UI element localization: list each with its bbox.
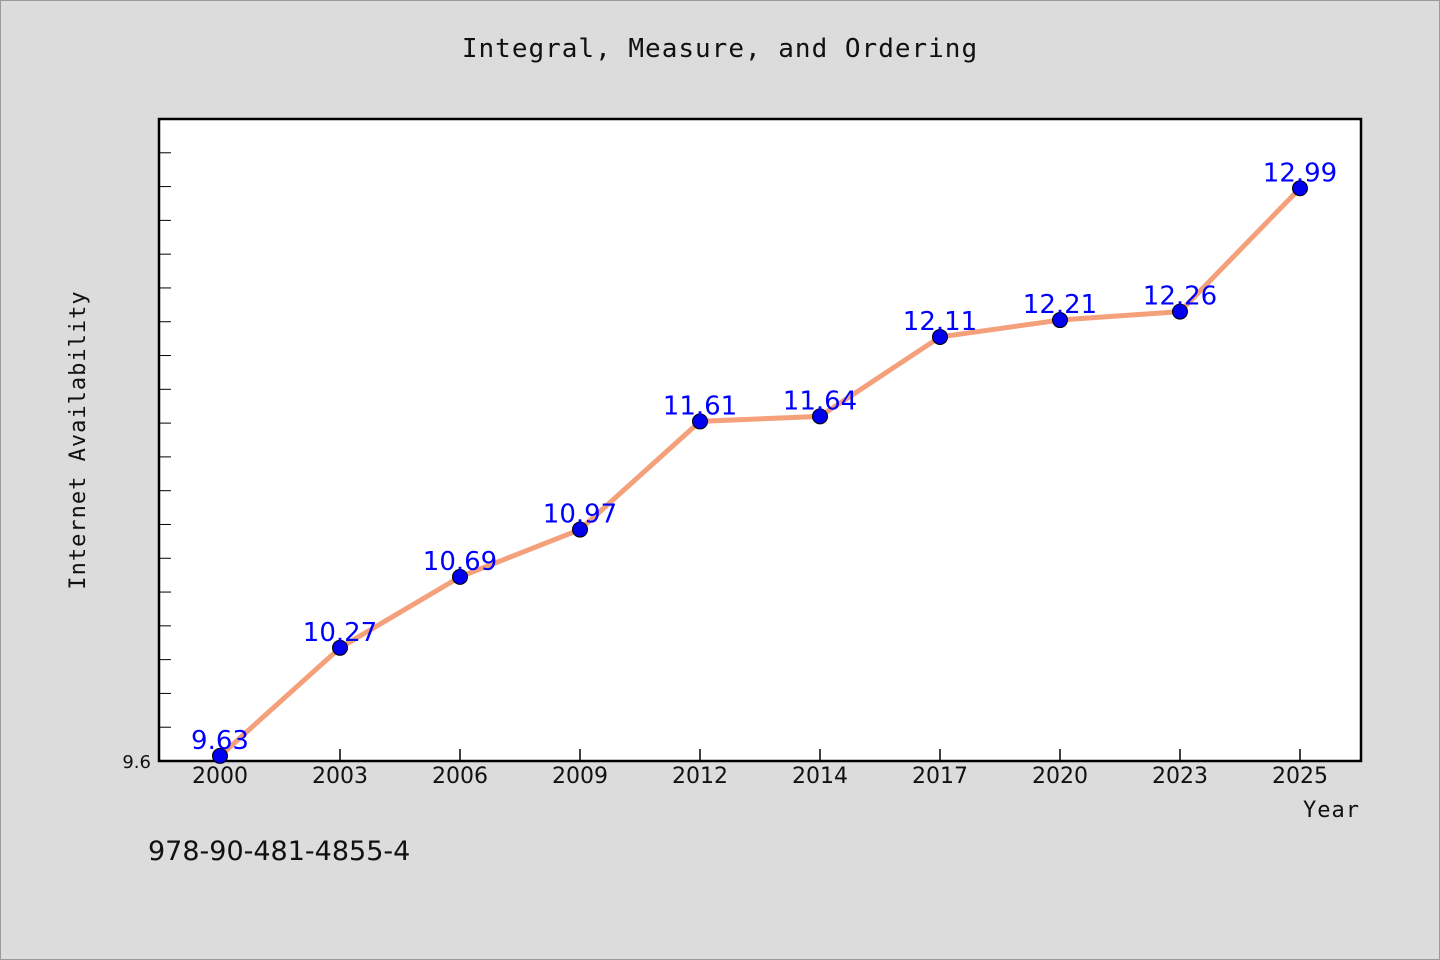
isbn-text: 978-90-481-4855-4 [148,836,411,867]
data-point [812,408,828,425]
x-tick-label: 2017 [912,764,968,789]
chart-title: Integral, Measure, and Ordering [461,34,979,64]
data-point [452,568,468,585]
data-label: 12.11 [903,307,977,337]
data-point [332,639,348,656]
data-point [1292,180,1308,197]
y-axis: 9.6 [122,118,171,773]
y-axis-label: Internet Availability [66,290,91,589]
x-tick-label: 2000 [192,764,248,789]
x-axis: 2000 2003 2006 2009 2012 2014 2017 2020 2023 2025 [192,749,1328,789]
x-tick-label: 2020 [1032,764,1088,789]
data-label: 12.26 [1143,282,1217,312]
data-point [932,328,948,345]
data-label: 9.63 [191,726,249,756]
data-point [1052,312,1068,329]
data-point [572,521,588,538]
x-tick-label: 2006 [432,764,488,789]
data-point [692,413,708,430]
data-labels: 9.63 10.27 10.69 10.97 11.61 11.64 12.11 12.21 1… [191,158,1337,756]
x-tick-label: 2009 [552,764,608,789]
x-tick-label: 2023 [1152,764,1208,789]
x-tick-label: 2025 [1272,764,1328,789]
series-line [217,185,1303,759]
x-tick-label: 2003 [312,764,368,789]
data-label: 10.97 [543,500,617,530]
plot-area [157,117,1363,763]
x-tick-label: 2014 [792,764,848,789]
data-points [212,180,1308,764]
data-label: 11.61 [663,391,737,421]
data-point [1172,303,1188,320]
y-tick-label: 9.6 [122,752,151,773]
x-axis-label: Year [1303,798,1360,823]
data-label: 12.99 [1263,158,1337,188]
data-label: 10.27 [303,618,377,648]
x-tick-label: 2012 [672,764,728,789]
data-label: 12.21 [1023,290,1097,320]
data-point [212,747,228,764]
data-label: 10.69 [423,547,497,577]
data-label: 11.64 [783,386,857,416]
